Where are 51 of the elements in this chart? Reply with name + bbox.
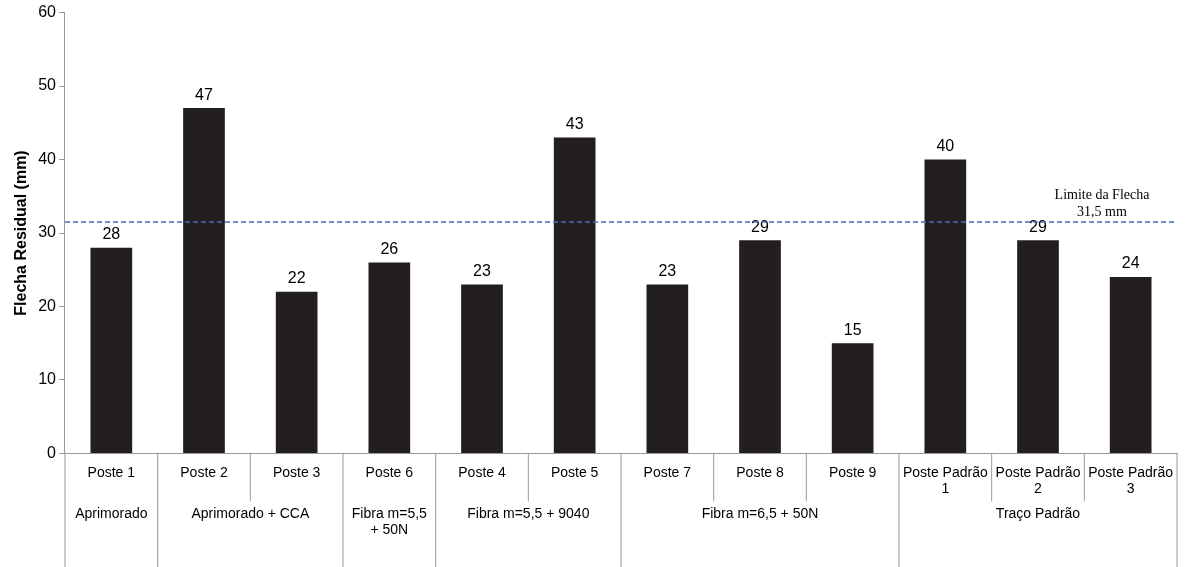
data-label: 28 <box>102 225 121 243</box>
bar <box>739 240 781 453</box>
y-tick-label: 60 <box>38 3 57 21</box>
bar <box>1017 240 1059 453</box>
bar <box>90 247 133 453</box>
x-tick-label: Poste 8 <box>736 463 784 480</box>
data-label: 22 <box>287 269 306 287</box>
y-axis-title: Flecha Residual (mm) <box>12 150 30 316</box>
data-label: 15 <box>843 320 862 338</box>
data-label: 40 <box>936 136 955 154</box>
data-label: 26 <box>380 239 399 257</box>
y-tick-label: 0 <box>47 443 57 461</box>
data-label: 47 <box>195 85 213 103</box>
text: Fibra m=6,5 + 50N <box>701 505 819 522</box>
data-label: 29 <box>751 217 769 235</box>
text: Aprimorado + CCA <box>191 505 310 522</box>
bar <box>461 284 503 453</box>
y-tick-label: 30 <box>38 223 57 241</box>
x-tick-label: Poste 1 <box>87 463 136 480</box>
bar <box>553 137 596 453</box>
bar <box>831 343 874 453</box>
text: Fibra m=5,5 + 9040 <box>467 505 590 522</box>
data-label: 43 <box>565 114 584 132</box>
y-tick-label: 20 <box>38 296 57 314</box>
x-tick-label: Poste 4 <box>458 463 506 480</box>
y-tick-label: 50 <box>38 76 57 94</box>
x-tick-label: Poste 5 <box>550 463 599 480</box>
text: Traço Padrão <box>995 505 1081 522</box>
bar <box>368 262 411 453</box>
x-tick-label: Poste Padrão 3 <box>1088 463 1174 497</box>
y-tick-label: 10 <box>38 370 57 388</box>
x-tick-label: Poste 9 <box>828 463 877 480</box>
text: Fibra m=5,5 + 50N <box>351 505 428 538</box>
y-tick-label: 40 <box>38 149 57 167</box>
bar <box>646 284 689 453</box>
x-tick-label: Poste 2 <box>180 463 228 480</box>
bar <box>924 159 967 453</box>
text: Aprimorado <box>75 505 148 522</box>
x-tick-label: Poste 7 <box>643 463 692 480</box>
bar <box>1109 277 1152 453</box>
data-label: 24 <box>1121 254 1140 272</box>
data-label: 23 <box>658 261 677 279</box>
data-label: 23 <box>473 261 491 279</box>
x-tick-label: Poste 6 <box>365 463 414 480</box>
x-tick-label: Poste 3 <box>272 463 321 480</box>
bar <box>275 291 318 453</box>
data-label: 29 <box>1029 217 1047 235</box>
x-tick-label: Poste Padrão 2 <box>995 463 1081 497</box>
x-tick-label: Poste Padrão 1 <box>902 463 988 497</box>
bar <box>183 108 225 453</box>
ref-line-label: Limite da Flecha 31,5 mm <box>1054 186 1151 219</box>
